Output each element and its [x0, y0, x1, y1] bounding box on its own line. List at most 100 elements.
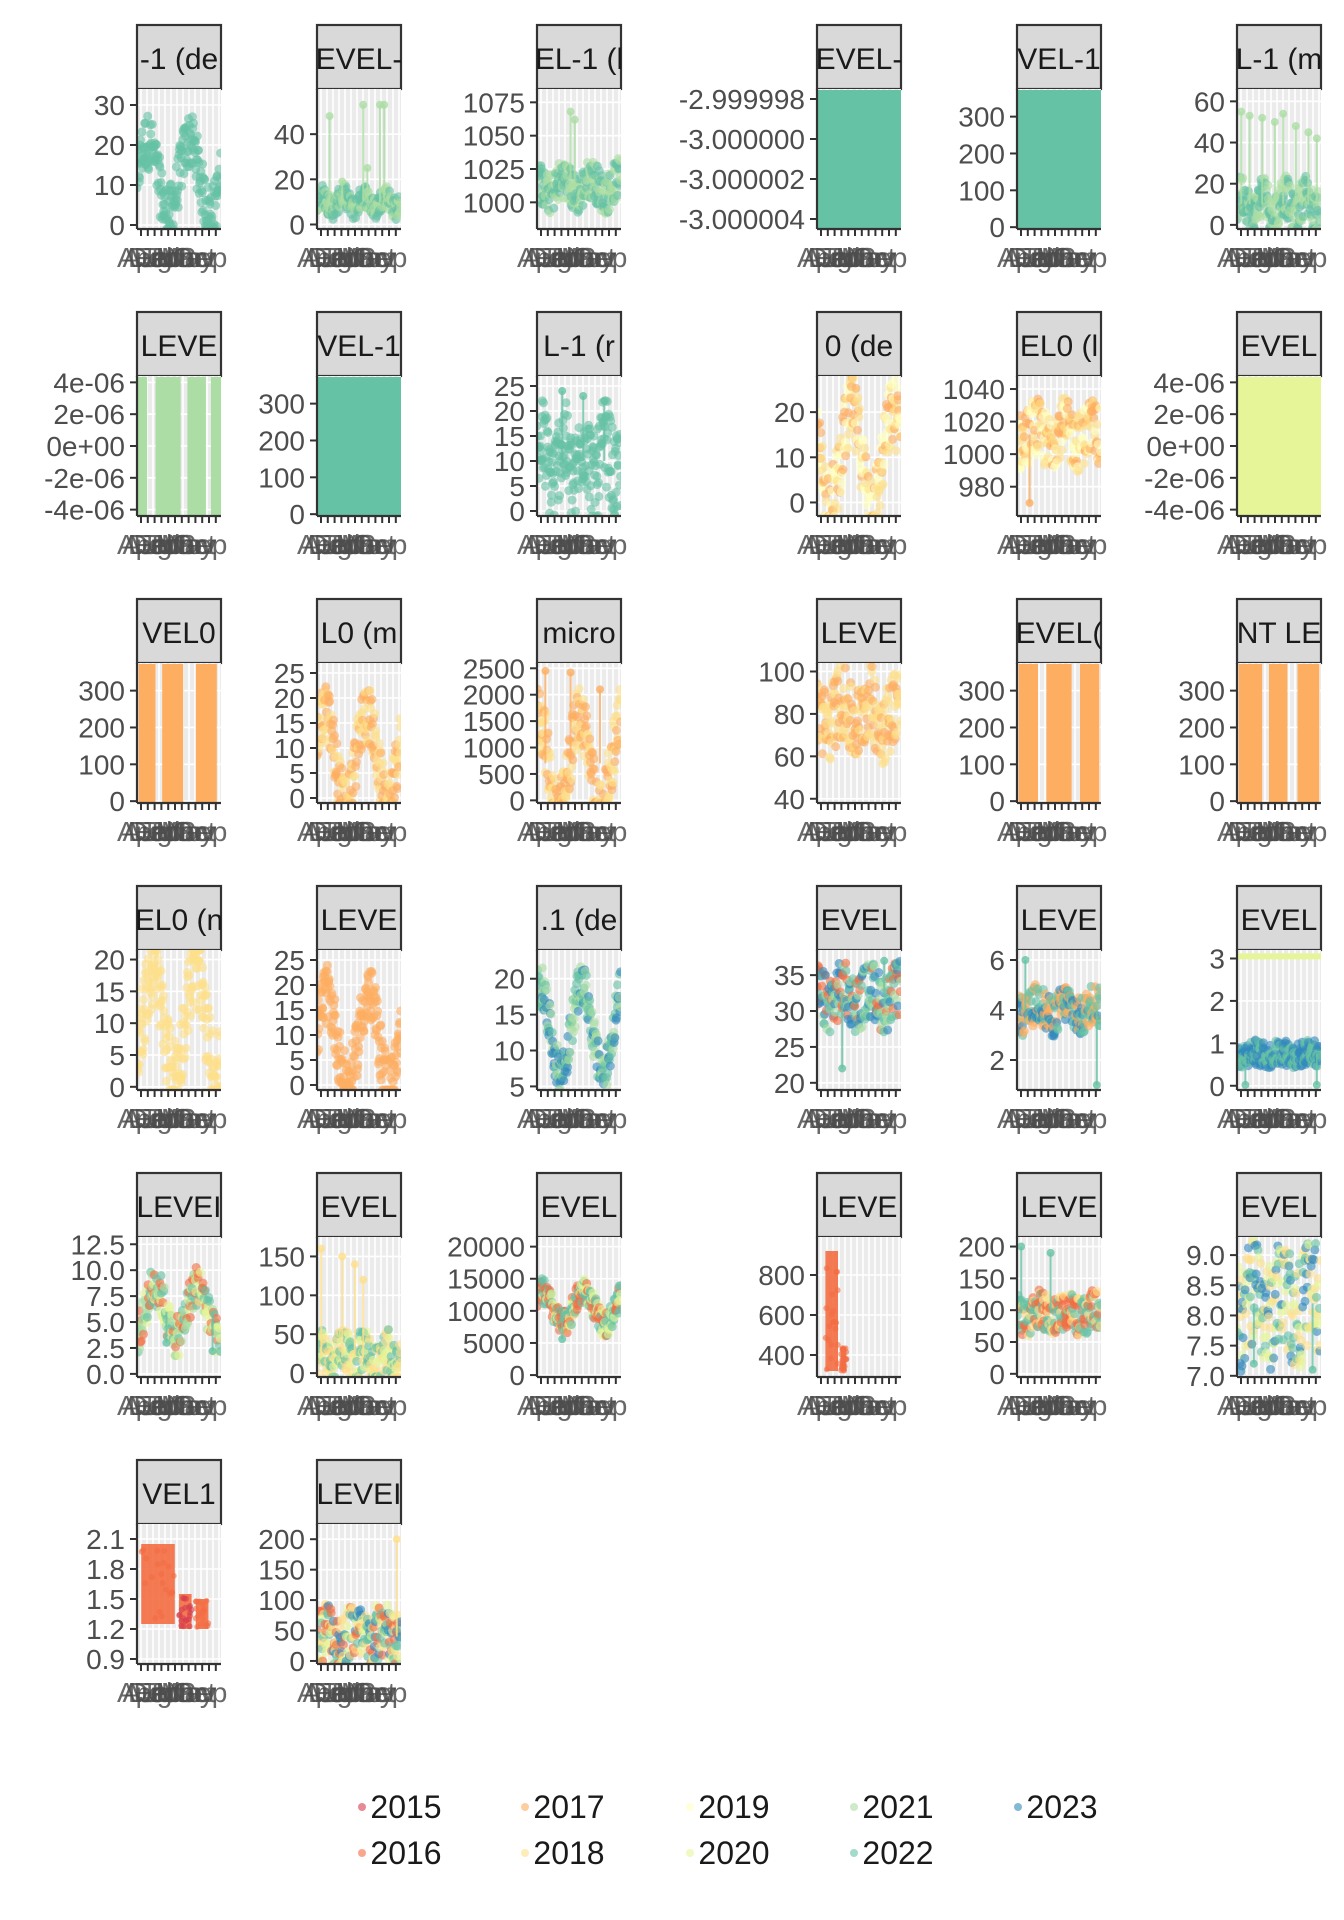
- x-tick-label: Jun: [550, 242, 595, 273]
- x-tick-label: Mar: [556, 242, 604, 273]
- y-tick-label: 5: [509, 471, 525, 502]
- x-tick-label: Oct: [172, 242, 216, 273]
- x-tick-label: Sep: [1058, 242, 1108, 273]
- data-point: [616, 717, 621, 727]
- data-point: [330, 994, 340, 1004]
- data-point: [325, 696, 335, 706]
- x-tick-label: May: [341, 242, 394, 273]
- y-tick-label: 300: [1178, 676, 1225, 707]
- y-tick-label: 5: [109, 1040, 125, 1071]
- facet-panel-22: EVEL20253035AprAugDecFebJanJulJunMarMayN…: [774, 884, 907, 1134]
- data-point: [393, 769, 401, 779]
- data-point: [861, 452, 871, 462]
- data-point: [614, 451, 621, 461]
- data-point: [894, 699, 901, 709]
- x-tick-label: Aug: [803, 242, 853, 273]
- y-tick-label: 25: [494, 371, 525, 402]
- data-points: [1238, 664, 1320, 803]
- data-point: [566, 668, 575, 677]
- y-tick-label: 0: [789, 487, 805, 518]
- data-point: [317, 1045, 324, 1055]
- y-tick-label: 0e+00: [1146, 431, 1225, 462]
- y-tick-label: 10: [94, 1008, 125, 1039]
- facet-panel-20: LEVE0510152025AprAugDecFebJanJulJunMarMa…: [274, 884, 408, 1134]
- data-point: [371, 726, 381, 736]
- data-point: [838, 465, 848, 475]
- data-point: [211, 201, 221, 211]
- x-tick-label: Dec: [1228, 242, 1278, 273]
- x-tick-label: Oct: [852, 242, 896, 273]
- x-tick-label: Sep: [358, 1103, 408, 1134]
- y-tick-label: 0: [1209, 786, 1225, 817]
- facet-panel-14: L0 (m0510152025AprAugDecFebJanJulJunMarM…: [274, 597, 407, 847]
- x-tick-label: Aug: [123, 242, 173, 273]
- facet-strip-label: EVEL: [821, 904, 898, 937]
- data-point: [380, 1046, 390, 1056]
- data-point: [613, 460, 621, 470]
- x-tick-label: Aug: [1223, 242, 1273, 273]
- data-point: [1241, 1080, 1250, 1089]
- data-point: [616, 471, 621, 481]
- data-point: [860, 443, 870, 453]
- data-point: [1095, 994, 1101, 1004]
- y-tick-label: 500: [478, 759, 525, 790]
- x-tick-label: Apr: [797, 242, 841, 273]
- data-point: [159, 1282, 169, 1292]
- data-point: [854, 412, 864, 422]
- facet-strip-label: EL0 (l: [1020, 330, 1098, 363]
- data-point: [891, 446, 901, 456]
- y-tick-label: 1040: [943, 374, 1005, 405]
- x-tick-label: Dec: [308, 529, 358, 560]
- data-point: [574, 684, 584, 694]
- y-tick-label: 20: [94, 945, 125, 976]
- data-point: [1079, 459, 1089, 469]
- y-tick-label: 2: [989, 1045, 1005, 1076]
- x-tick-label: Mar: [836, 242, 884, 273]
- y-tick-label: 20: [774, 397, 805, 428]
- data-points: [138, 664, 217, 803]
- facet-strip: [1235, 23, 1323, 91]
- data-point: [606, 467, 616, 477]
- data-point: [589, 431, 599, 441]
- data-point: [602, 1080, 612, 1090]
- x-tick-label: Apr: [997, 242, 1041, 273]
- dense-data-stripe: [195, 664, 217, 803]
- y-tick-label: 100: [958, 749, 1005, 780]
- data-point: [593, 478, 603, 488]
- facet-panel-9: L-1 (r0510152025AprAugDecFebJanJulJunMar…: [494, 310, 627, 560]
- dense-data-region: [1237, 377, 1321, 516]
- data-point: [563, 411, 573, 421]
- y-tick-label: 100: [1178, 749, 1225, 780]
- data-point: [176, 1336, 186, 1346]
- data-point: [1315, 1042, 1321, 1052]
- dense-data-line: [1237, 953, 1321, 960]
- x-tick-label: Sep: [858, 529, 908, 560]
- data-point: [1096, 447, 1101, 457]
- data-point: [893, 1001, 901, 1011]
- data-point: [1095, 403, 1101, 413]
- facet-strip-label: EL-1 (l: [535, 43, 623, 76]
- data-point: [214, 1323, 221, 1333]
- facet-panel-15: micro05001000150020002500AprAugDecFebJan…: [463, 597, 627, 847]
- data-point: [1316, 214, 1321, 224]
- x-tick-label: May: [161, 529, 214, 560]
- data-point: [332, 739, 342, 749]
- y-tick-label: 0: [109, 210, 125, 241]
- x-tick-label: Sep: [1278, 816, 1328, 847]
- data-point: [585, 995, 595, 1005]
- x-tick-label: Jun: [830, 242, 875, 273]
- data-point: [1291, 122, 1300, 131]
- dense-data-stripe: [187, 377, 206, 516]
- data-point: [891, 727, 901, 737]
- x-tick-label: Sep: [1058, 816, 1108, 847]
- facet-strip-label: LEVE: [821, 617, 898, 650]
- facet-panels: -1 (de0102030AprAugDecFebJanJulJunMarMay…: [44, 23, 1328, 1708]
- facet-panel-10: 0 (de01020AprAugDecFebJanJulJunMarMayNov…: [774, 310, 908, 560]
- data-point: [616, 967, 621, 977]
- x-tick-label: Apr: [117, 242, 161, 273]
- x-tick-label: Jul: [145, 529, 181, 560]
- data-point: [1053, 1024, 1063, 1034]
- facet-strip: [135, 310, 223, 378]
- data-point: [597, 171, 607, 181]
